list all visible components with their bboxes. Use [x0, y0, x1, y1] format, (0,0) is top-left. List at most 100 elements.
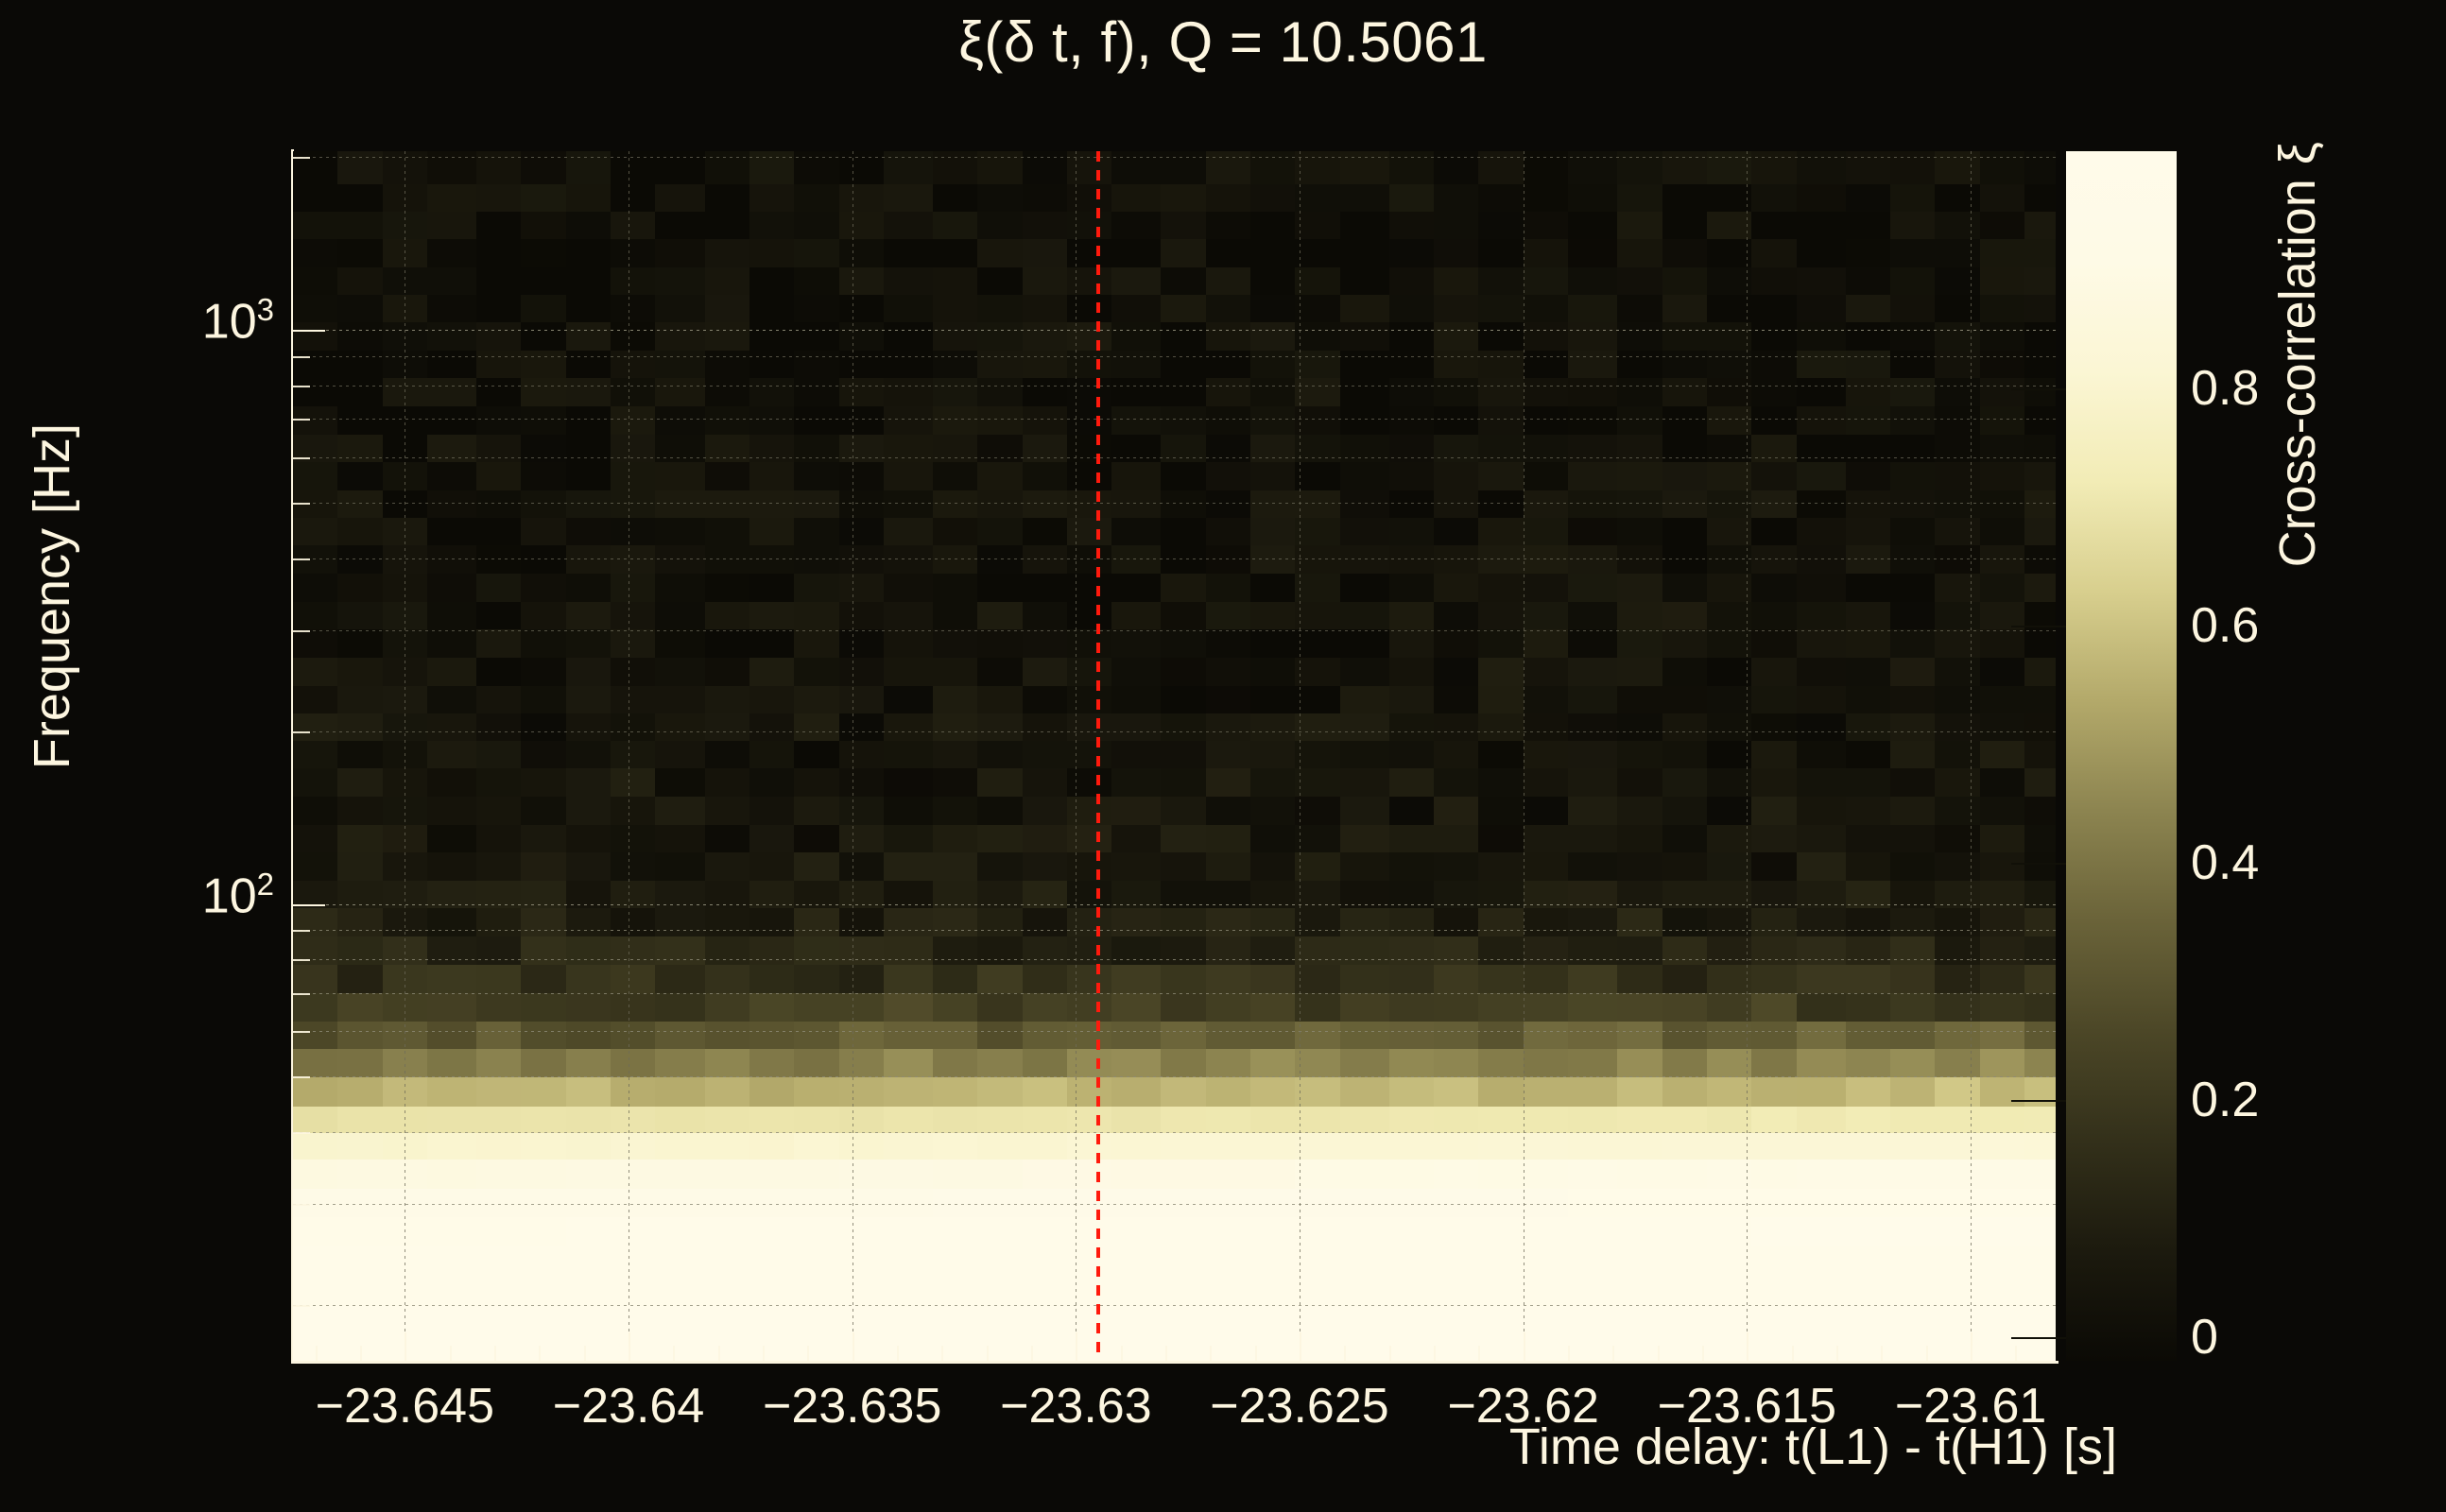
heatmap-cell [611, 1245, 656, 1278]
heatmap-cell [883, 964, 934, 994]
heatmap-cell [1751, 908, 1797, 937]
colorbar[interactable]: 0.8 0.6 0.4 0.2 0 [2011, 151, 2259, 1365]
heatmap-cell [2024, 797, 2056, 826]
heatmap-cell [1935, 350, 1981, 379]
heatmap-cell [521, 545, 567, 575]
heatmap-cell [1751, 824, 1797, 853]
heatmap-cell [1568, 741, 1618, 769]
heatmap-cell [565, 350, 612, 379]
heatmap-cell [337, 490, 384, 519]
heatmap-cell [883, 266, 934, 296]
heatmap-cell [1022, 1048, 1068, 1078]
heatmap-cell [1434, 183, 1479, 213]
heatmap-cell [1111, 713, 1162, 742]
heatmap-cell [655, 601, 706, 630]
heatmap-cell [1662, 1022, 1708, 1050]
heatmap-cell [977, 657, 1024, 686]
x-axis-minor-tick [2015, 1346, 2018, 1361]
heatmap-cell [1617, 1048, 1662, 1078]
heatmap-cell [883, 1305, 934, 1332]
heatmap-cell [1250, 993, 1296, 1022]
gridline-horizontal [293, 1132, 2056, 1134]
heatmap-cell [1339, 1245, 1390, 1278]
heatmap-cell [565, 239, 612, 268]
heatmap-cell [1250, 936, 1296, 966]
heatmap-cell [1205, 545, 1251, 575]
heatmap-cell [1478, 824, 1524, 853]
heatmap-cell [1205, 936, 1251, 966]
heatmap-cell [794, 993, 840, 1022]
heatmap-cell [1339, 880, 1390, 909]
heatmap-cell [1523, 993, 1569, 1022]
heatmap-cell [1434, 1305, 1479, 1332]
heatmap-cell [293, 601, 338, 630]
heatmap-cell [1617, 797, 1662, 826]
heatmap-cell [655, 239, 706, 268]
heatmap-cell [1796, 713, 1847, 742]
heatmap-plot-area[interactable] [293, 151, 2056, 1361]
heatmap-cell [1161, 266, 1207, 296]
heatmap-cell [293, 1022, 338, 1050]
heatmap-cell [749, 964, 795, 994]
heatmap-cell [1205, 1305, 1251, 1332]
heatmap-cell [1845, 936, 1891, 966]
heatmap-cell [1568, 350, 1618, 379]
heatmap-cell [293, 322, 338, 352]
gridline-vertical [1076, 151, 1077, 1361]
x-axis-minor-tick [1388, 1346, 1391, 1361]
heatmap-cell [932, 211, 978, 240]
heatmap-cell [1796, 322, 1847, 352]
heatmap-cell [337, 601, 384, 630]
heatmap-cell [521, 1332, 567, 1361]
heatmap-cell [1388, 1245, 1435, 1278]
heatmap-cell [1434, 1276, 1479, 1306]
heatmap-cell [1845, 1188, 1891, 1218]
heatmap-cell [521, 1276, 567, 1306]
heatmap-cell [1066, 713, 1112, 742]
heatmap-cell [1979, 1332, 2025, 1361]
heatmap-cell [1706, 322, 1752, 352]
heatmap-cell [1706, 1332, 1752, 1361]
heatmap-cell [1295, 405, 1341, 436]
heatmap-cell [749, 1332, 795, 1361]
gridline-vertical [1971, 151, 1972, 1361]
heatmap-cell [2024, 490, 2056, 519]
heatmap-cell [521, 768, 567, 798]
heatmap-cell [838, 1048, 885, 1078]
heatmap-cell [521, 322, 567, 352]
heatmap-cell [1434, 964, 1479, 994]
heatmap-cell [337, 573, 384, 603]
heatmap-cell [1388, 741, 1435, 769]
heatmap-cell [476, 1106, 522, 1134]
heatmap-cell [794, 573, 840, 603]
heatmap-cell [1796, 350, 1847, 379]
heatmap-cell [883, 657, 934, 686]
heatmap-cell [1022, 211, 1068, 240]
heatmap-cell [1979, 1132, 2025, 1160]
heatmap-cell [1066, 685, 1112, 714]
heatmap-cell [1295, 1245, 1341, 1278]
heatmap-cell [1706, 1076, 1752, 1108]
heatmap-cell [427, 964, 477, 994]
heatmap-cell [1751, 880, 1797, 909]
heatmap-cell [565, 1276, 612, 1306]
heatmap-cell [293, 1076, 338, 1108]
gridline-horizontal [293, 629, 2056, 631]
heatmap-cell [1388, 183, 1435, 213]
heatmap-cell [1751, 852, 1797, 882]
heatmap-cell [883, 1076, 934, 1108]
heatmap-cell [1935, 601, 1981, 630]
heatmap-cell [838, 741, 885, 769]
heatmap-cell [1617, 1245, 1662, 1278]
heatmap-cell [1434, 824, 1479, 853]
heatmap-cell [476, 852, 522, 882]
heatmap-cell [1111, 490, 1162, 519]
heatmap-cell [1979, 741, 2025, 769]
heatmap-cell [1889, 964, 1936, 994]
heatmap-cell [1388, 151, 1435, 185]
heatmap-cell [1617, 824, 1662, 853]
heatmap-cell [476, 768, 522, 798]
heatmap-cell [1568, 1076, 1618, 1108]
heatmap-cell [1751, 993, 1797, 1022]
heatmap-cell [1706, 629, 1752, 659]
